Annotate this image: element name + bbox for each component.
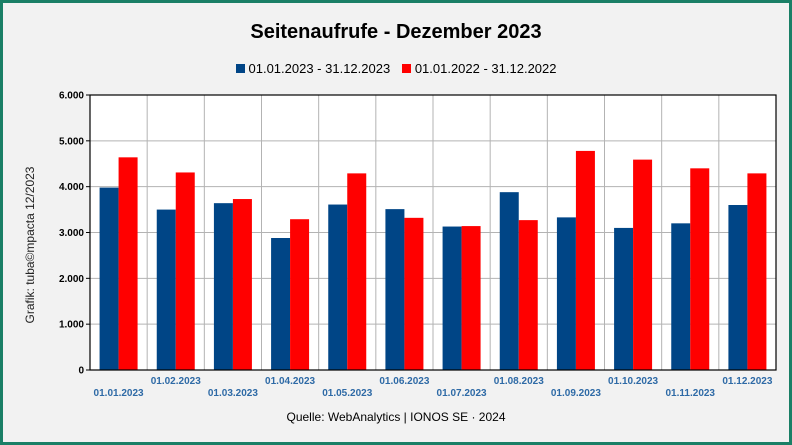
bar-2023 (499, 192, 519, 370)
y-tick-label: 5.000 (59, 136, 84, 147)
legend-label-2023: 01.01.2023 - 31.12.2023 (248, 61, 391, 76)
legend-swatch-2022 (401, 64, 411, 73)
bar-2023 (556, 217, 576, 370)
chart-source: Quelle: WebAnalytics | IONOS SE · 2024 (286, 410, 506, 424)
bar-2023 (385, 209, 405, 370)
x-tick-label: 01.04.2023 (265, 376, 315, 387)
bar-2023 (728, 205, 748, 370)
y-tick-label: 6.000 (59, 91, 84, 102)
y-tick-label: 0 (78, 366, 84, 377)
x-tick-label: 01.02.2023 (151, 376, 201, 387)
x-tick-label: 01.03.2023 (208, 388, 258, 399)
bar-2022 (290, 219, 310, 370)
bar-2023 (156, 209, 176, 370)
bar-2023 (328, 204, 348, 370)
bar-2022 (461, 226, 481, 370)
x-tick-label: 01.09.2023 (551, 388, 601, 399)
bar-2022 (175, 172, 195, 370)
x-tick-label: 01.12.2023 (722, 376, 772, 387)
y-tick-label: 3.000 (59, 228, 84, 239)
x-tick-label: 01.01.2023 (94, 388, 144, 399)
chart-legend: 01.01.2023 - 31.12.2023 01.01.2022 - 31.… (3, 61, 789, 76)
legend-item-2023: 01.01.2023 - 31.12.2023 (235, 61, 391, 76)
chart-title: Seitenaufrufe - Dezember 2023 (250, 21, 542, 43)
y-tick-label: 2.000 (59, 274, 84, 285)
y-tick-label: 4.000 (59, 182, 84, 193)
x-tick-label: 01.07.2023 (437, 388, 487, 399)
bar-2022 (747, 173, 767, 370)
x-tick-label: 01.05.2023 (322, 388, 372, 399)
bar-2022 (404, 217, 424, 370)
bar-2022 (575, 150, 595, 370)
x-tick-label: 01.10.2023 (608, 376, 658, 387)
bar-2022 (232, 199, 252, 370)
bar-2023 (614, 227, 634, 370)
bar-2022 (118, 157, 138, 370)
y-tick-label: 1.000 (59, 320, 84, 331)
bar-2022 (347, 173, 367, 370)
bar-2022 (633, 159, 653, 370)
bar-2023 (442, 226, 462, 370)
legend-swatch-2023 (235, 64, 245, 73)
bar-2022 (518, 220, 538, 370)
legend-label-2022: 01.01.2022 - 31.12.2022 (414, 61, 557, 76)
bar-2023 (99, 187, 119, 370)
bar-2023 (671, 223, 691, 370)
x-tick-label: 01.06.2023 (379, 376, 429, 387)
x-tick-label: 01.11.2023 (666, 388, 716, 399)
bar-2023 (213, 203, 233, 370)
bar-2022 (690, 168, 710, 370)
bar-2023 (271, 238, 291, 370)
x-tick-label: 01.08.2023 (494, 376, 544, 387)
legend-item-2022: 01.01.2022 - 31.12.2022 (401, 61, 557, 76)
plot-border (89, 94, 777, 371)
